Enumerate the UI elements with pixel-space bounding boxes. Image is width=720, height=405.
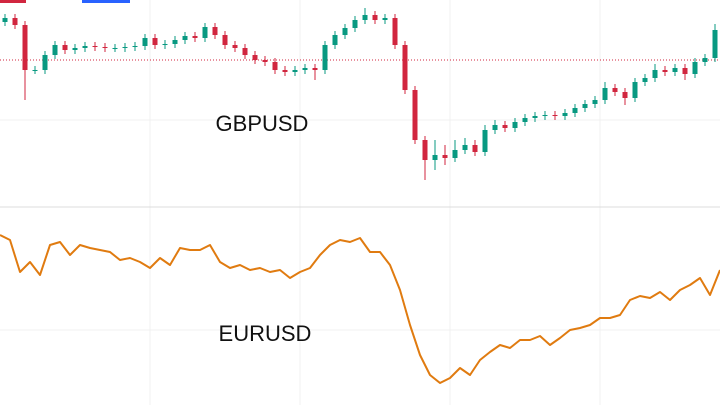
candle-body [682, 68, 688, 74]
candle-body [192, 36, 198, 38]
candle-body [642, 78, 648, 82]
candle-body [312, 68, 318, 70]
candle-body [182, 36, 188, 40]
line-series [0, 234, 720, 384]
candle-body [2, 18, 8, 22]
candle-body [622, 92, 628, 98]
candle-body [222, 35, 228, 45]
candle-body [352, 20, 358, 28]
candle-body [412, 90, 418, 140]
candle-body [112, 48, 118, 49]
candle-body [82, 46, 88, 48]
candle-body [692, 62, 698, 74]
candle-body [712, 30, 718, 58]
candle-body [142, 38, 148, 46]
chart-title: GBPUSD [216, 111, 309, 136]
candle-body [532, 116, 538, 118]
candle-body [572, 108, 578, 113]
candle-body [42, 55, 48, 70]
candle-body [152, 38, 158, 45]
candle-body [702, 58, 708, 62]
candle-body [502, 125, 508, 128]
button-stub[interactable] [82, 0, 130, 3]
candle-body [562, 113, 568, 116]
candle-body [392, 18, 398, 45]
candle-body [202, 27, 208, 38]
candle-body [172, 40, 178, 44]
candle-body [592, 100, 598, 104]
candle-body [332, 35, 338, 45]
candle-body [342, 28, 348, 35]
candle-body [382, 18, 388, 20]
candle-body [552, 115, 558, 116]
candle-body [472, 145, 478, 152]
candle-body [92, 46, 98, 47]
candle-body [662, 70, 668, 72]
candle-body [262, 60, 268, 62]
candle-body [422, 140, 428, 160]
button-stub[interactable] [0, 0, 26, 3]
candle-body [162, 44, 168, 45]
candle-body [272, 62, 278, 70]
candle-body [62, 45, 68, 50]
candle-body [52, 45, 58, 55]
candle-body [282, 70, 288, 72]
candle-body [652, 70, 658, 78]
candle-body [612, 88, 618, 92]
candle-body [542, 115, 548, 116]
candle-body [462, 145, 468, 150]
candle-body [132, 46, 138, 47]
candle-body [672, 68, 678, 72]
candle-body [302, 68, 308, 70]
candle-body [32, 70, 38, 71]
candle-body [242, 48, 248, 55]
candle-body [122, 47, 128, 48]
candle-body [602, 88, 608, 100]
candle-body [482, 130, 488, 152]
candle-body [232, 45, 238, 48]
candle-body [522, 118, 528, 122]
candle-body [292, 70, 298, 72]
candle-body [102, 47, 108, 48]
candle-body [632, 82, 638, 98]
chart-title: EURUSD [219, 321, 312, 346]
candle-body [322, 45, 328, 70]
candle-body [212, 27, 218, 35]
candle-body [372, 15, 378, 20]
candle-body [22, 25, 28, 70]
candle-body [452, 150, 458, 158]
candle-body [12, 18, 18, 25]
candle-body [442, 155, 448, 158]
candle-body [512, 122, 518, 128]
candle-body [492, 125, 498, 130]
candle-body [72, 48, 78, 50]
candle-body [362, 15, 368, 20]
candle-body [582, 104, 588, 108]
candle-body [432, 155, 438, 160]
candle-body [402, 45, 408, 90]
candle-body [252, 55, 258, 60]
